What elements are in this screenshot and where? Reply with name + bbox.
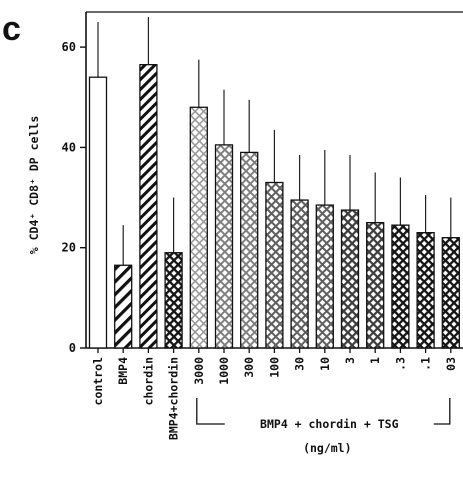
y-axis-title: % CD4⁺ CD8⁺ DP cells — [27, 116, 41, 254]
x-tick-labels: control BMP4 chordin BMP4+chordin 3000 1000 30… — [91, 357, 458, 440]
bar-10 — [315, 204, 334, 349]
x-tick-label: 1000 — [217, 357, 231, 385]
x-tick-label: 03 — [444, 357, 458, 371]
y-tick-label: 20 — [62, 241, 76, 255]
y-tick-label: 60 — [62, 40, 76, 54]
x-tick-label: 100 — [267, 357, 281, 378]
x-tick-label: chordin — [141, 357, 155, 406]
x-tick-label: .1 — [419, 357, 433, 371]
y-ticks: 0 20 40 60 — [62, 40, 86, 355]
bar-1000 — [214, 144, 234, 349]
y-tick-label: 0 — [69, 341, 76, 355]
panel-label: c — [2, 10, 21, 48]
bar-.03 — [441, 237, 460, 349]
x-tick-label: 300 — [242, 357, 256, 378]
group-label: BMP4 + chordin + TSG — [260, 417, 399, 431]
bar-BMP4+chordin — [164, 252, 183, 349]
bar-30 — [290, 199, 309, 349]
x-tick-label: .3 — [393, 357, 407, 371]
y-tick-label: 40 — [62, 140, 76, 154]
bar-BMP4 — [114, 264, 133, 349]
x-tick-label: 10 — [318, 357, 332, 371]
bar-1 — [366, 221, 385, 349]
x-tick-label: control — [91, 357, 105, 406]
bar-3 — [340, 209, 360, 349]
x-tick-label: 30 — [293, 357, 307, 371]
bar-.1 — [416, 232, 435, 349]
bars-group — [88, 17, 460, 353]
group-units: (ng/ml) — [303, 441, 351, 455]
x-tick-label: BMP4+chordin — [167, 357, 181, 440]
x-tick-label: BMP4 — [116, 357, 130, 385]
bar-300 — [240, 151, 259, 349]
bar-100 — [265, 181, 284, 349]
x-tick-label: 3000 — [192, 357, 206, 385]
bar-.3 — [391, 224, 410, 349]
bar-control — [88, 76, 108, 349]
bar-chordin — [139, 64, 158, 349]
group-bracket — [196, 398, 451, 425]
bar-3000 — [189, 106, 208, 349]
x-tick-label: 1 — [368, 357, 382, 364]
x-tick-label: 3 — [343, 357, 357, 364]
